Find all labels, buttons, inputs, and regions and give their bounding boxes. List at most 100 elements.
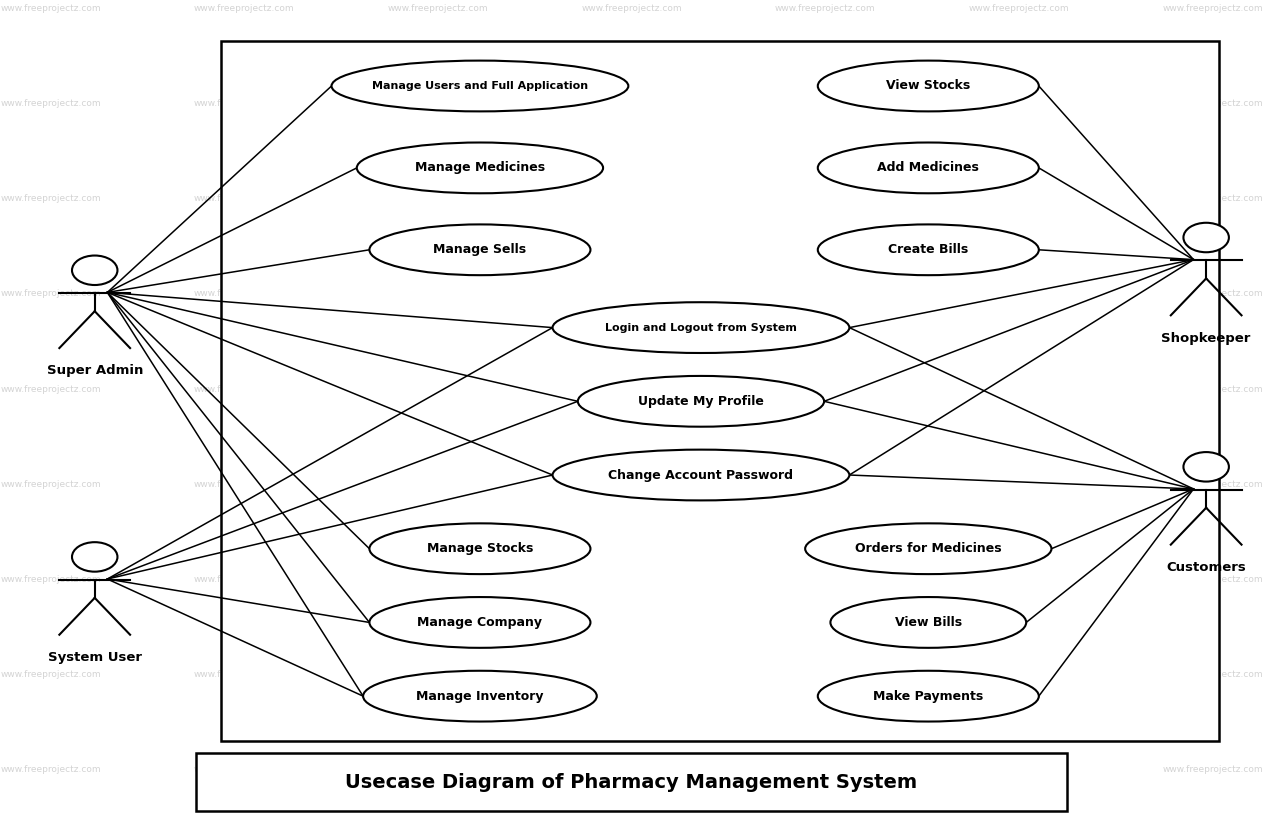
Text: www.freeprojectz.com: www.freeprojectz.com bbox=[581, 289, 682, 298]
Text: Manage Inventory: Manage Inventory bbox=[417, 690, 543, 703]
Text: www.freeprojectz.com: www.freeprojectz.com bbox=[581, 194, 682, 203]
Text: Orders for Medicines: Orders for Medicines bbox=[855, 542, 1002, 555]
Text: www.freeprojectz.com: www.freeprojectz.com bbox=[388, 480, 489, 489]
Text: www.freeprojectz.com: www.freeprojectz.com bbox=[0, 194, 101, 203]
Text: www.freeprojectz.com: www.freeprojectz.com bbox=[581, 99, 682, 108]
Text: www.freeprojectz.com: www.freeprojectz.com bbox=[1162, 385, 1263, 393]
Text: www.freeprojectz.com: www.freeprojectz.com bbox=[969, 99, 1070, 108]
Text: www.freeprojectz.com: www.freeprojectz.com bbox=[969, 575, 1070, 584]
Text: Make Payments: Make Payments bbox=[873, 690, 984, 703]
Ellipse shape bbox=[356, 143, 604, 193]
Text: www.freeprojectz.com: www.freeprojectz.com bbox=[0, 670, 101, 679]
Text: www.freeprojectz.com: www.freeprojectz.com bbox=[774, 575, 875, 584]
Text: www.freeprojectz.com: www.freeprojectz.com bbox=[193, 575, 294, 584]
Text: Manage Sells: Manage Sells bbox=[433, 243, 527, 256]
Text: www.freeprojectz.com: www.freeprojectz.com bbox=[0, 4, 101, 12]
Text: www.freeprojectz.com: www.freeprojectz.com bbox=[1162, 766, 1263, 774]
Text: www.freeprojectz.com: www.freeprojectz.com bbox=[774, 194, 875, 203]
Text: Manage Users and Full Application: Manage Users and Full Application bbox=[371, 81, 589, 91]
Ellipse shape bbox=[553, 450, 849, 500]
Text: www.freeprojectz.com: www.freeprojectz.com bbox=[774, 670, 875, 679]
Text: www.freeprojectz.com: www.freeprojectz.com bbox=[581, 385, 682, 393]
Text: Super Admin: Super Admin bbox=[47, 364, 143, 378]
Text: Manage Stocks: Manage Stocks bbox=[427, 542, 533, 555]
Text: www.freeprojectz.com: www.freeprojectz.com bbox=[969, 480, 1070, 489]
Ellipse shape bbox=[331, 61, 628, 111]
Ellipse shape bbox=[369, 224, 590, 275]
Text: www.freeprojectz.com: www.freeprojectz.com bbox=[388, 194, 489, 203]
Ellipse shape bbox=[369, 597, 590, 648]
Text: Usecase Diagram of Pharmacy Management System: Usecase Diagram of Pharmacy Management S… bbox=[346, 772, 917, 792]
Text: www.freeprojectz.com: www.freeprojectz.com bbox=[388, 766, 489, 774]
Text: www.freeprojectz.com: www.freeprojectz.com bbox=[581, 480, 682, 489]
Text: www.freeprojectz.com: www.freeprojectz.com bbox=[0, 289, 101, 298]
Text: www.freeprojectz.com: www.freeprojectz.com bbox=[969, 670, 1070, 679]
Text: www.freeprojectz.com: www.freeprojectz.com bbox=[969, 4, 1070, 12]
Text: Create Bills: Create Bills bbox=[888, 243, 969, 256]
Text: www.freeprojectz.com: www.freeprojectz.com bbox=[0, 99, 101, 108]
Text: www.freeprojectz.com: www.freeprojectz.com bbox=[193, 385, 294, 393]
Text: www.freeprojectz.com: www.freeprojectz.com bbox=[388, 385, 489, 393]
Ellipse shape bbox=[577, 376, 825, 427]
Text: www.freeprojectz.com: www.freeprojectz.com bbox=[388, 670, 489, 679]
Ellipse shape bbox=[805, 523, 1052, 574]
Text: Customers: Customers bbox=[1166, 561, 1247, 574]
Text: www.freeprojectz.com: www.freeprojectz.com bbox=[193, 766, 294, 774]
Text: Add Medicines: Add Medicines bbox=[878, 161, 979, 174]
Text: www.freeprojectz.com: www.freeprojectz.com bbox=[193, 289, 294, 298]
Text: www.freeprojectz.com: www.freeprojectz.com bbox=[1162, 480, 1263, 489]
Text: www.freeprojectz.com: www.freeprojectz.com bbox=[1162, 194, 1263, 203]
Text: www.freeprojectz.com: www.freeprojectz.com bbox=[774, 4, 875, 12]
Circle shape bbox=[72, 256, 117, 285]
Ellipse shape bbox=[818, 671, 1038, 722]
Text: www.freeprojectz.com: www.freeprojectz.com bbox=[1162, 289, 1263, 298]
FancyBboxPatch shape bbox=[221, 41, 1219, 741]
Circle shape bbox=[1183, 452, 1229, 482]
Text: www.freeprojectz.com: www.freeprojectz.com bbox=[1162, 99, 1263, 108]
Text: www.freeprojectz.com: www.freeprojectz.com bbox=[193, 4, 294, 12]
Text: www.freeprojectz.com: www.freeprojectz.com bbox=[581, 4, 682, 12]
Text: Manage Company: Manage Company bbox=[418, 616, 542, 629]
Text: www.freeprojectz.com: www.freeprojectz.com bbox=[193, 480, 294, 489]
Text: Login and Logout from System: Login and Logout from System bbox=[605, 323, 797, 333]
Ellipse shape bbox=[553, 302, 849, 353]
Text: www.freeprojectz.com: www.freeprojectz.com bbox=[581, 575, 682, 584]
Ellipse shape bbox=[818, 224, 1038, 275]
Text: View Stocks: View Stocks bbox=[887, 79, 970, 93]
Text: www.freeprojectz.com: www.freeprojectz.com bbox=[774, 385, 875, 393]
Text: www.freeprojectz.com: www.freeprojectz.com bbox=[969, 289, 1070, 298]
Text: www.freeprojectz.com: www.freeprojectz.com bbox=[969, 385, 1070, 393]
Text: Update My Profile: Update My Profile bbox=[638, 395, 764, 408]
Ellipse shape bbox=[830, 597, 1026, 648]
Text: www.freeprojectz.com: www.freeprojectz.com bbox=[774, 766, 875, 774]
Text: www.freeprojectz.com: www.freeprojectz.com bbox=[1162, 670, 1263, 679]
Text: www.freeprojectz.com: www.freeprojectz.com bbox=[581, 766, 682, 774]
Text: www.freeprojectz.com: www.freeprojectz.com bbox=[0, 385, 101, 393]
Text: www.freeprojectz.com: www.freeprojectz.com bbox=[774, 480, 875, 489]
Text: www.freeprojectz.com: www.freeprojectz.com bbox=[774, 289, 875, 298]
Text: www.freeprojectz.com: www.freeprojectz.com bbox=[774, 99, 875, 108]
Text: www.freeprojectz.com: www.freeprojectz.com bbox=[0, 766, 101, 774]
Text: www.freeprojectz.com: www.freeprojectz.com bbox=[193, 194, 294, 203]
Text: www.freeprojectz.com: www.freeprojectz.com bbox=[969, 194, 1070, 203]
Text: www.freeprojectz.com: www.freeprojectz.com bbox=[1162, 575, 1263, 584]
Text: www.freeprojectz.com: www.freeprojectz.com bbox=[388, 4, 489, 12]
Circle shape bbox=[72, 542, 117, 572]
Text: System User: System User bbox=[48, 651, 141, 664]
Text: www.freeprojectz.com: www.freeprojectz.com bbox=[193, 670, 294, 679]
FancyBboxPatch shape bbox=[196, 753, 1067, 811]
Text: View Bills: View Bills bbox=[894, 616, 962, 629]
Text: www.freeprojectz.com: www.freeprojectz.com bbox=[581, 670, 682, 679]
Text: www.freeprojectz.com: www.freeprojectz.com bbox=[388, 289, 489, 298]
Text: Change Account Password: Change Account Password bbox=[609, 468, 793, 482]
Ellipse shape bbox=[369, 523, 590, 574]
Circle shape bbox=[1183, 223, 1229, 252]
Ellipse shape bbox=[818, 143, 1038, 193]
Text: Shopkeeper: Shopkeeper bbox=[1162, 332, 1250, 345]
Text: www.freeprojectz.com: www.freeprojectz.com bbox=[1162, 4, 1263, 12]
Text: www.freeprojectz.com: www.freeprojectz.com bbox=[388, 575, 489, 584]
Text: www.freeprojectz.com: www.freeprojectz.com bbox=[969, 766, 1070, 774]
Text: www.freeprojectz.com: www.freeprojectz.com bbox=[0, 480, 101, 489]
Text: www.freeprojectz.com: www.freeprojectz.com bbox=[0, 575, 101, 584]
Ellipse shape bbox=[818, 61, 1038, 111]
